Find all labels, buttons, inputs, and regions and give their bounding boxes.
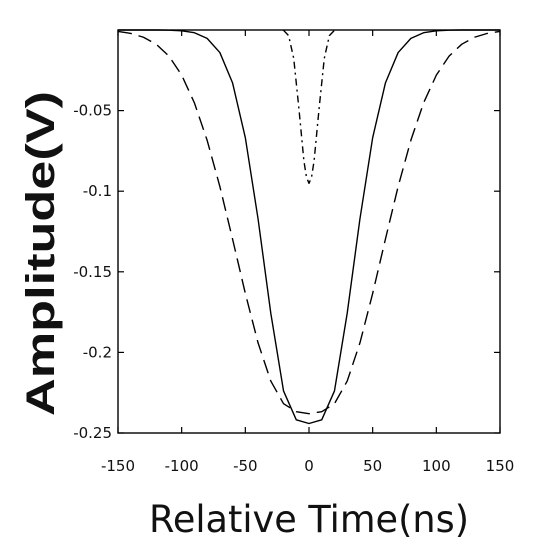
y-tick-label: -0.2 xyxy=(83,343,112,361)
y-tick-label: -0.15 xyxy=(73,263,112,281)
y-axis-ticks: -0.05 -0.1 -0.15 -0.2 -0.25 xyxy=(73,102,500,442)
x-tick-label: 150 xyxy=(486,457,515,475)
x-axis-ticks: -150 -100 -50 0 50 100 150 xyxy=(101,30,514,475)
y-tick-label: -0.25 xyxy=(73,424,112,442)
plot-frame xyxy=(117,29,501,434)
y-tick-label: -0.05 xyxy=(73,102,112,120)
x-tick-label: -50 xyxy=(233,457,258,475)
series-line-3-dash-dot xyxy=(283,29,335,184)
plot-area-border xyxy=(117,29,501,434)
x-tick-label: 0 xyxy=(304,457,314,475)
x-tick-label: 50 xyxy=(363,457,382,475)
series-line-2-dashed xyxy=(117,30,501,415)
x-tick-label: -150 xyxy=(101,457,135,475)
x-tick-label: -100 xyxy=(165,457,199,475)
x-axis-label: Relative Time(ns) xyxy=(149,498,469,541)
y-axis-label: Amplitude(V) xyxy=(19,91,63,416)
x-tick-label: 100 xyxy=(422,457,451,475)
y-tick-label: -0.1 xyxy=(83,182,112,200)
